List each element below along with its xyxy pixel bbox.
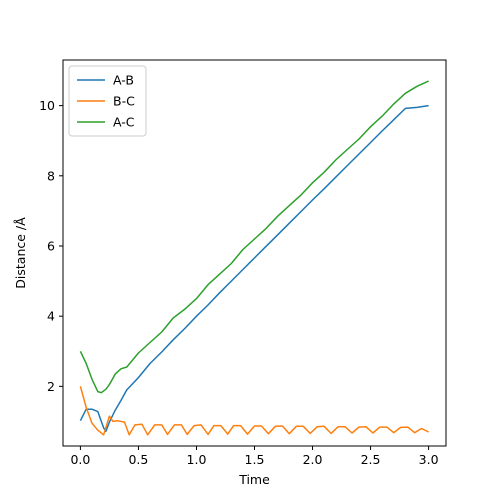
y-tick-label: 6 (47, 238, 55, 253)
x-tick-label: 0.5 (128, 452, 148, 467)
y-axis-label: Distance /Å (13, 217, 28, 289)
x-tick-label: 0.0 (70, 452, 90, 467)
legend-label-b-c: B-C (113, 94, 135, 109)
series-line-a-b (79, 104, 429, 433)
series-layer (79, 80, 429, 436)
series-line-b-c (79, 386, 429, 436)
x-axis-label: Time (238, 472, 270, 487)
legend-box (68, 65, 147, 137)
x-tick-label: 2.0 (303, 452, 323, 467)
x-axis: 0.0 0.5 1.0 1.5 2.0 2.5 3.0 (70, 446, 439, 467)
x-tick-label: 2.5 (361, 452, 381, 467)
legend: A-B B-C A-C (68, 65, 147, 137)
series-line-a-c (79, 80, 429, 394)
legend-label-a-b: A-B (113, 73, 134, 88)
y-axis: 2 4 6 8 10 (39, 98, 63, 394)
y-tick-label: 4 (47, 309, 55, 324)
y-tick-label: 10 (39, 98, 55, 113)
x-tick-label: 1.5 (245, 452, 265, 467)
y-tick-label: 2 (47, 379, 55, 394)
x-tick-label: 3.0 (419, 452, 439, 467)
y-tick-label: 8 (47, 168, 55, 183)
x-tick-label: 1.0 (187, 452, 207, 467)
legend-label-a-c: A-C (113, 115, 135, 130)
